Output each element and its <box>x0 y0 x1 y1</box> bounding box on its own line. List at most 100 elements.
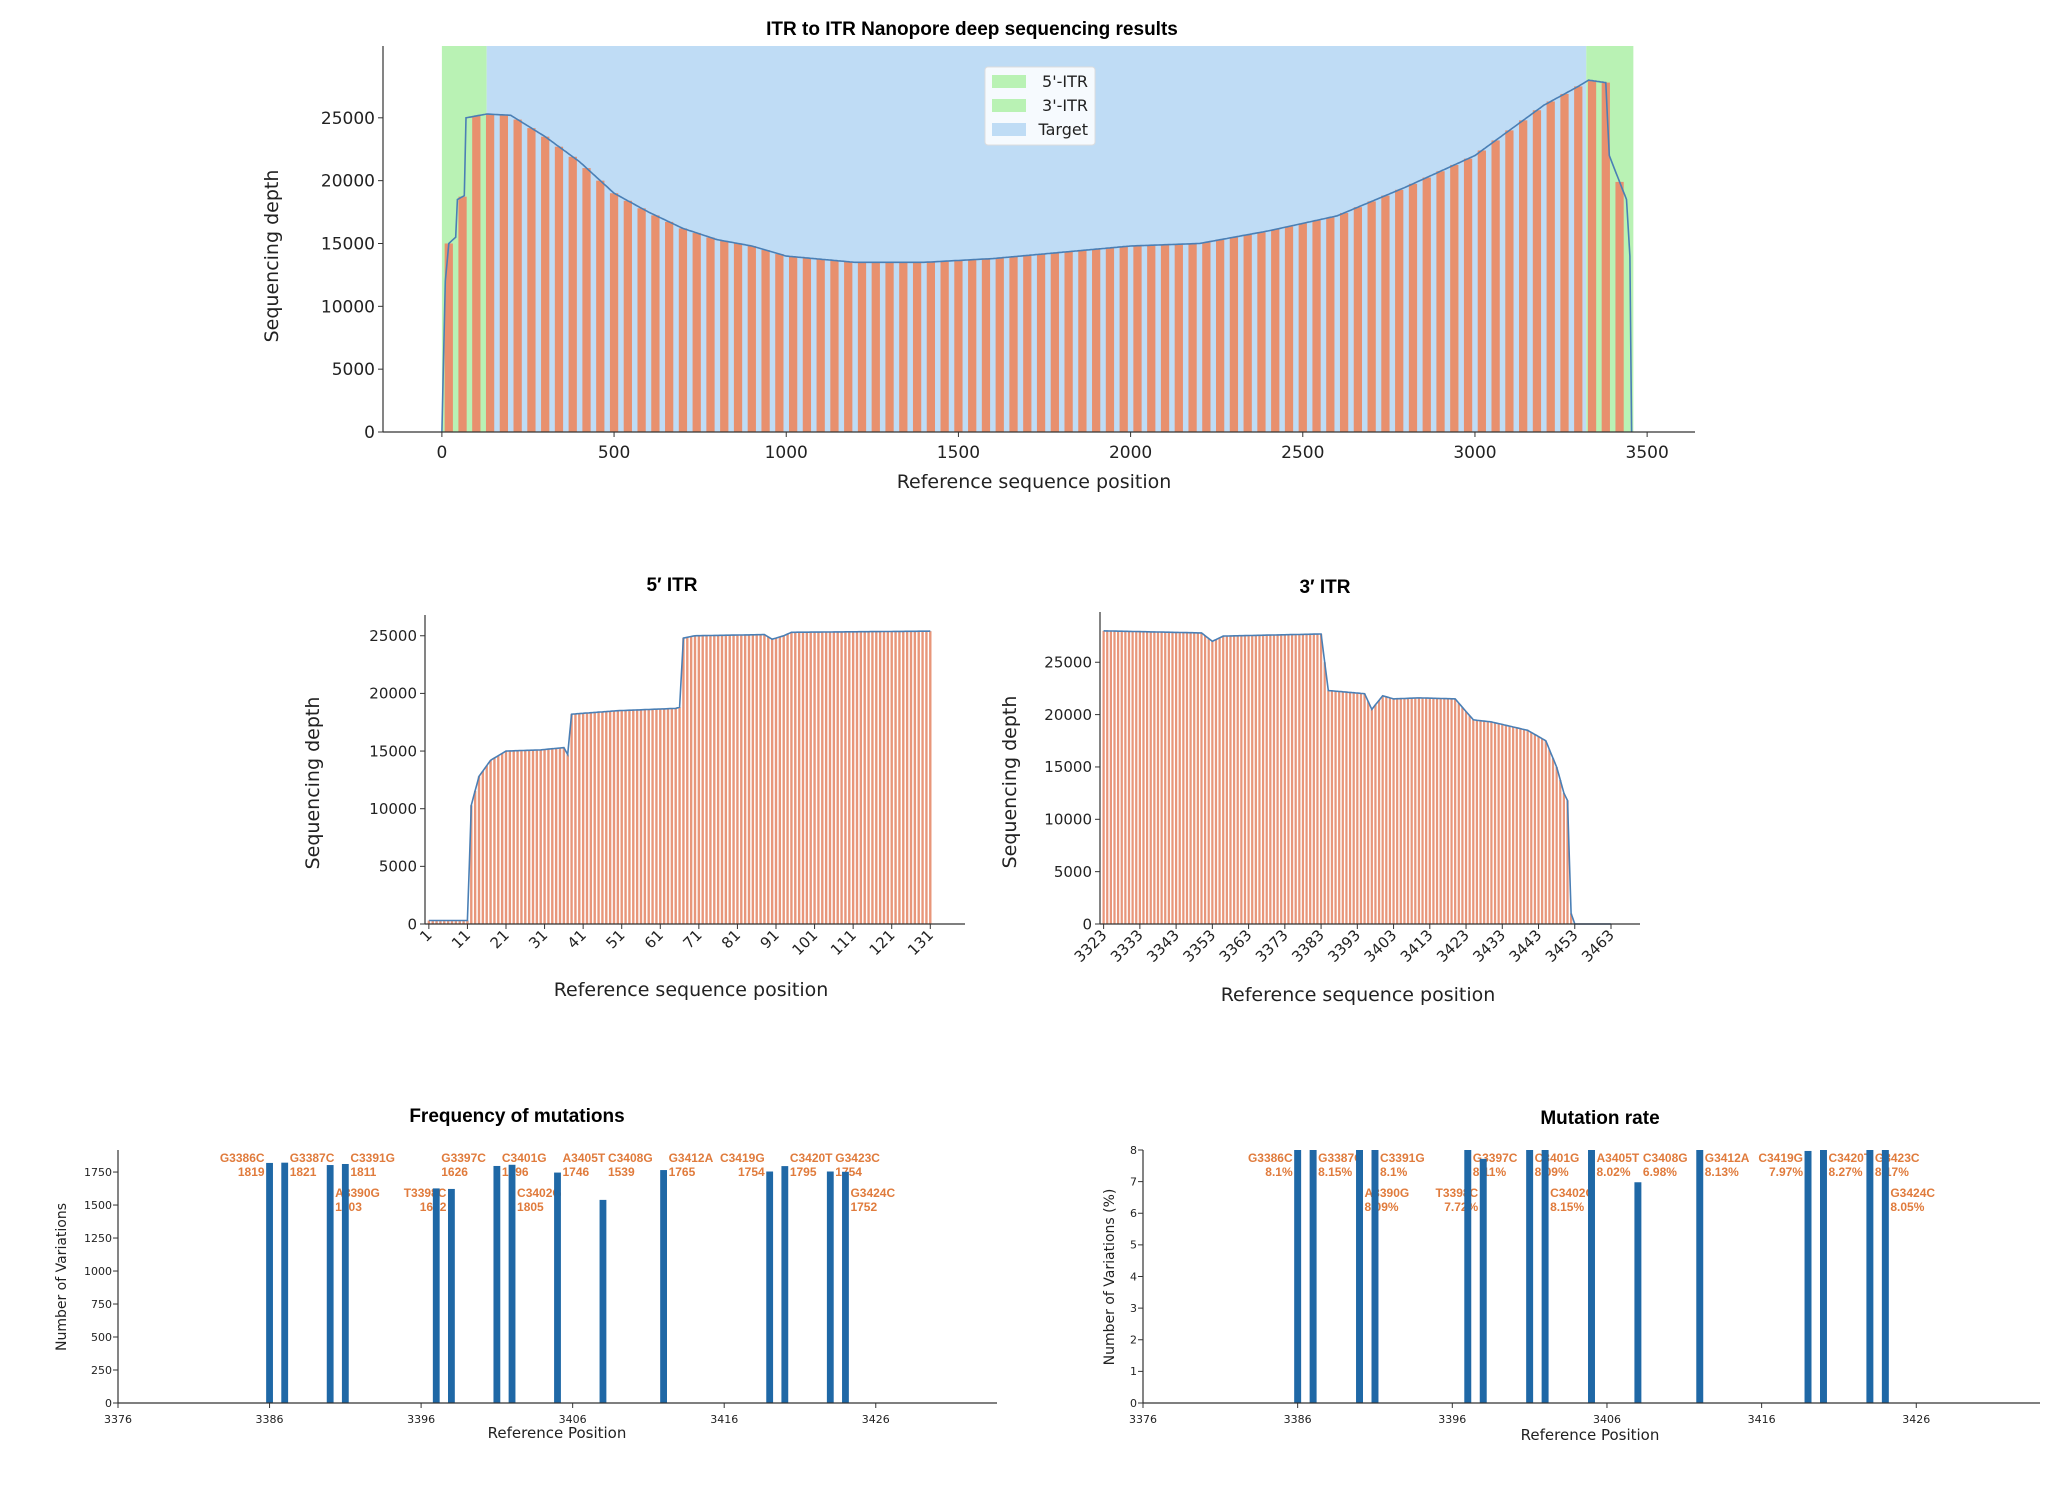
depth-bar <box>477 776 481 924</box>
x-tick-label: 3406 <box>1593 1413 1621 1426</box>
depth-bar <box>1396 698 1399 924</box>
x-tick-label: 3416 <box>710 1413 738 1426</box>
mutation-bar <box>1588 1150 1595 1403</box>
mutation-name-label: G3424C <box>1890 1186 1935 1200</box>
x-axis-label: Reference sequence position <box>897 471 1172 493</box>
depth-bar <box>689 636 693 924</box>
depth-bar <box>1298 223 1307 432</box>
chart-title: ITR to ITR Nanopore deep sequencing resu… <box>766 19 1178 40</box>
depth-bar <box>817 632 820 924</box>
mutation-value-label: 7.72% <box>1444 1200 1478 1214</box>
y-tick-label: 0 <box>1130 1397 1137 1410</box>
depth-bar <box>1472 719 1475 924</box>
depth-bar <box>851 631 855 924</box>
depth-bar <box>692 232 701 432</box>
y-tick-label: 1500 <box>84 1199 112 1212</box>
depth-bar <box>1147 245 1156 432</box>
depth-bar <box>981 258 991 432</box>
depth-bar <box>1290 634 1294 924</box>
depth-bar <box>1312 634 1315 924</box>
y-tick-label: 0 <box>1082 915 1092 933</box>
mutation-name-label: A3405T <box>563 1151 606 1165</box>
depth-bar <box>605 711 608 924</box>
chart-5-itr: 5′ ITR Reference sequence position Seque… <box>302 575 965 1001</box>
depth-bar <box>1555 766 1558 924</box>
depth-bar <box>1225 636 1228 924</box>
depth-bar <box>863 631 866 924</box>
depth-bar <box>639 709 643 924</box>
depth-bar <box>1546 101 1555 433</box>
depth-bar <box>508 750 512 924</box>
y-tick-label: 20000 <box>321 172 375 192</box>
depth-bar <box>1327 690 1330 924</box>
depth-bar <box>1113 631 1116 924</box>
depth-bar <box>1515 727 1518 924</box>
depth-bar <box>1036 254 1046 432</box>
depth-bar <box>1078 250 1087 432</box>
depth-bar <box>1537 736 1540 924</box>
legend-swatch <box>992 99 1026 112</box>
depth-bar <box>1450 698 1453 924</box>
legend: 5'-ITR 3'-ITR Target <box>984 66 1096 146</box>
mutation-label: T3398C1622 <box>404 1186 447 1214</box>
mutation-value-label: 8.1% <box>1265 1165 1293 1179</box>
depth-bar <box>647 709 650 924</box>
depth-bar <box>1214 639 1218 924</box>
x-tick-label: 111 <box>827 926 860 959</box>
depth-bar <box>643 709 647 924</box>
x-tick-label: 3373 <box>1252 926 1292 966</box>
x-tick-label: 3406 <box>559 1413 587 1426</box>
depth-bar <box>1301 634 1305 924</box>
depth-bar <box>1200 632 1203 924</box>
x-tick-label: 500 <box>598 443 630 463</box>
depth-bar <box>1559 780 1562 924</box>
mutation-name-label: C3419G <box>1758 1151 1803 1165</box>
x-tick-label: 3343 <box>1143 926 1183 966</box>
depth-bar <box>790 632 793 924</box>
depth-bar <box>855 631 859 924</box>
depth-bar <box>489 760 492 924</box>
depth-bar <box>809 632 812 924</box>
depth-bar <box>651 215 660 432</box>
mutation-name-label: T3398C <box>1436 1186 1479 1200</box>
depth-bar <box>637 208 646 432</box>
depth-bar <box>778 636 782 924</box>
depth-bar <box>878 631 882 924</box>
depth-bar <box>1436 171 1445 433</box>
y-tick-label: 15000 <box>369 742 417 760</box>
depth-bar <box>1338 691 1341 924</box>
depth-bar <box>926 261 936 432</box>
mutation-name-label: C3408G <box>1643 1151 1688 1165</box>
mutation-labels: G3386C1819G3387C1821A3390G1803C3391G1811… <box>220 1151 896 1214</box>
depth-bar <box>882 631 886 924</box>
depth-bar <box>531 750 535 924</box>
depth-bar <box>1367 701 1370 924</box>
depth-bar <box>674 708 677 924</box>
depth-line <box>428 630 931 922</box>
mutation-name-label: C3420T <box>1828 1151 1871 1165</box>
depth-bar <box>585 713 589 924</box>
depth-bar <box>1399 698 1402 924</box>
depth-bar <box>832 631 836 924</box>
y-tick-label: 0 <box>407 915 417 933</box>
depth-bar <box>628 710 631 924</box>
x-tick-label: 3423 <box>1433 926 1473 966</box>
x-tick-label: 41 <box>564 926 590 952</box>
depth-bar <box>1156 632 1160 924</box>
mutation-bar <box>826 1171 834 1403</box>
depth-bar <box>805 632 809 924</box>
depth-bar <box>1493 722 1497 924</box>
x-tick-label: 3443 <box>1506 926 1546 966</box>
depth-bar <box>968 259 977 432</box>
plot-area: G3386C1819G3387C1821A3390G1803C3391G1811… <box>220 1151 896 1403</box>
depth-bar <box>733 243 743 432</box>
chart-title: 5′ ITR <box>646 575 697 596</box>
mutation-value-label: 1795 <box>790 1165 817 1179</box>
depth-bar <box>899 262 908 432</box>
